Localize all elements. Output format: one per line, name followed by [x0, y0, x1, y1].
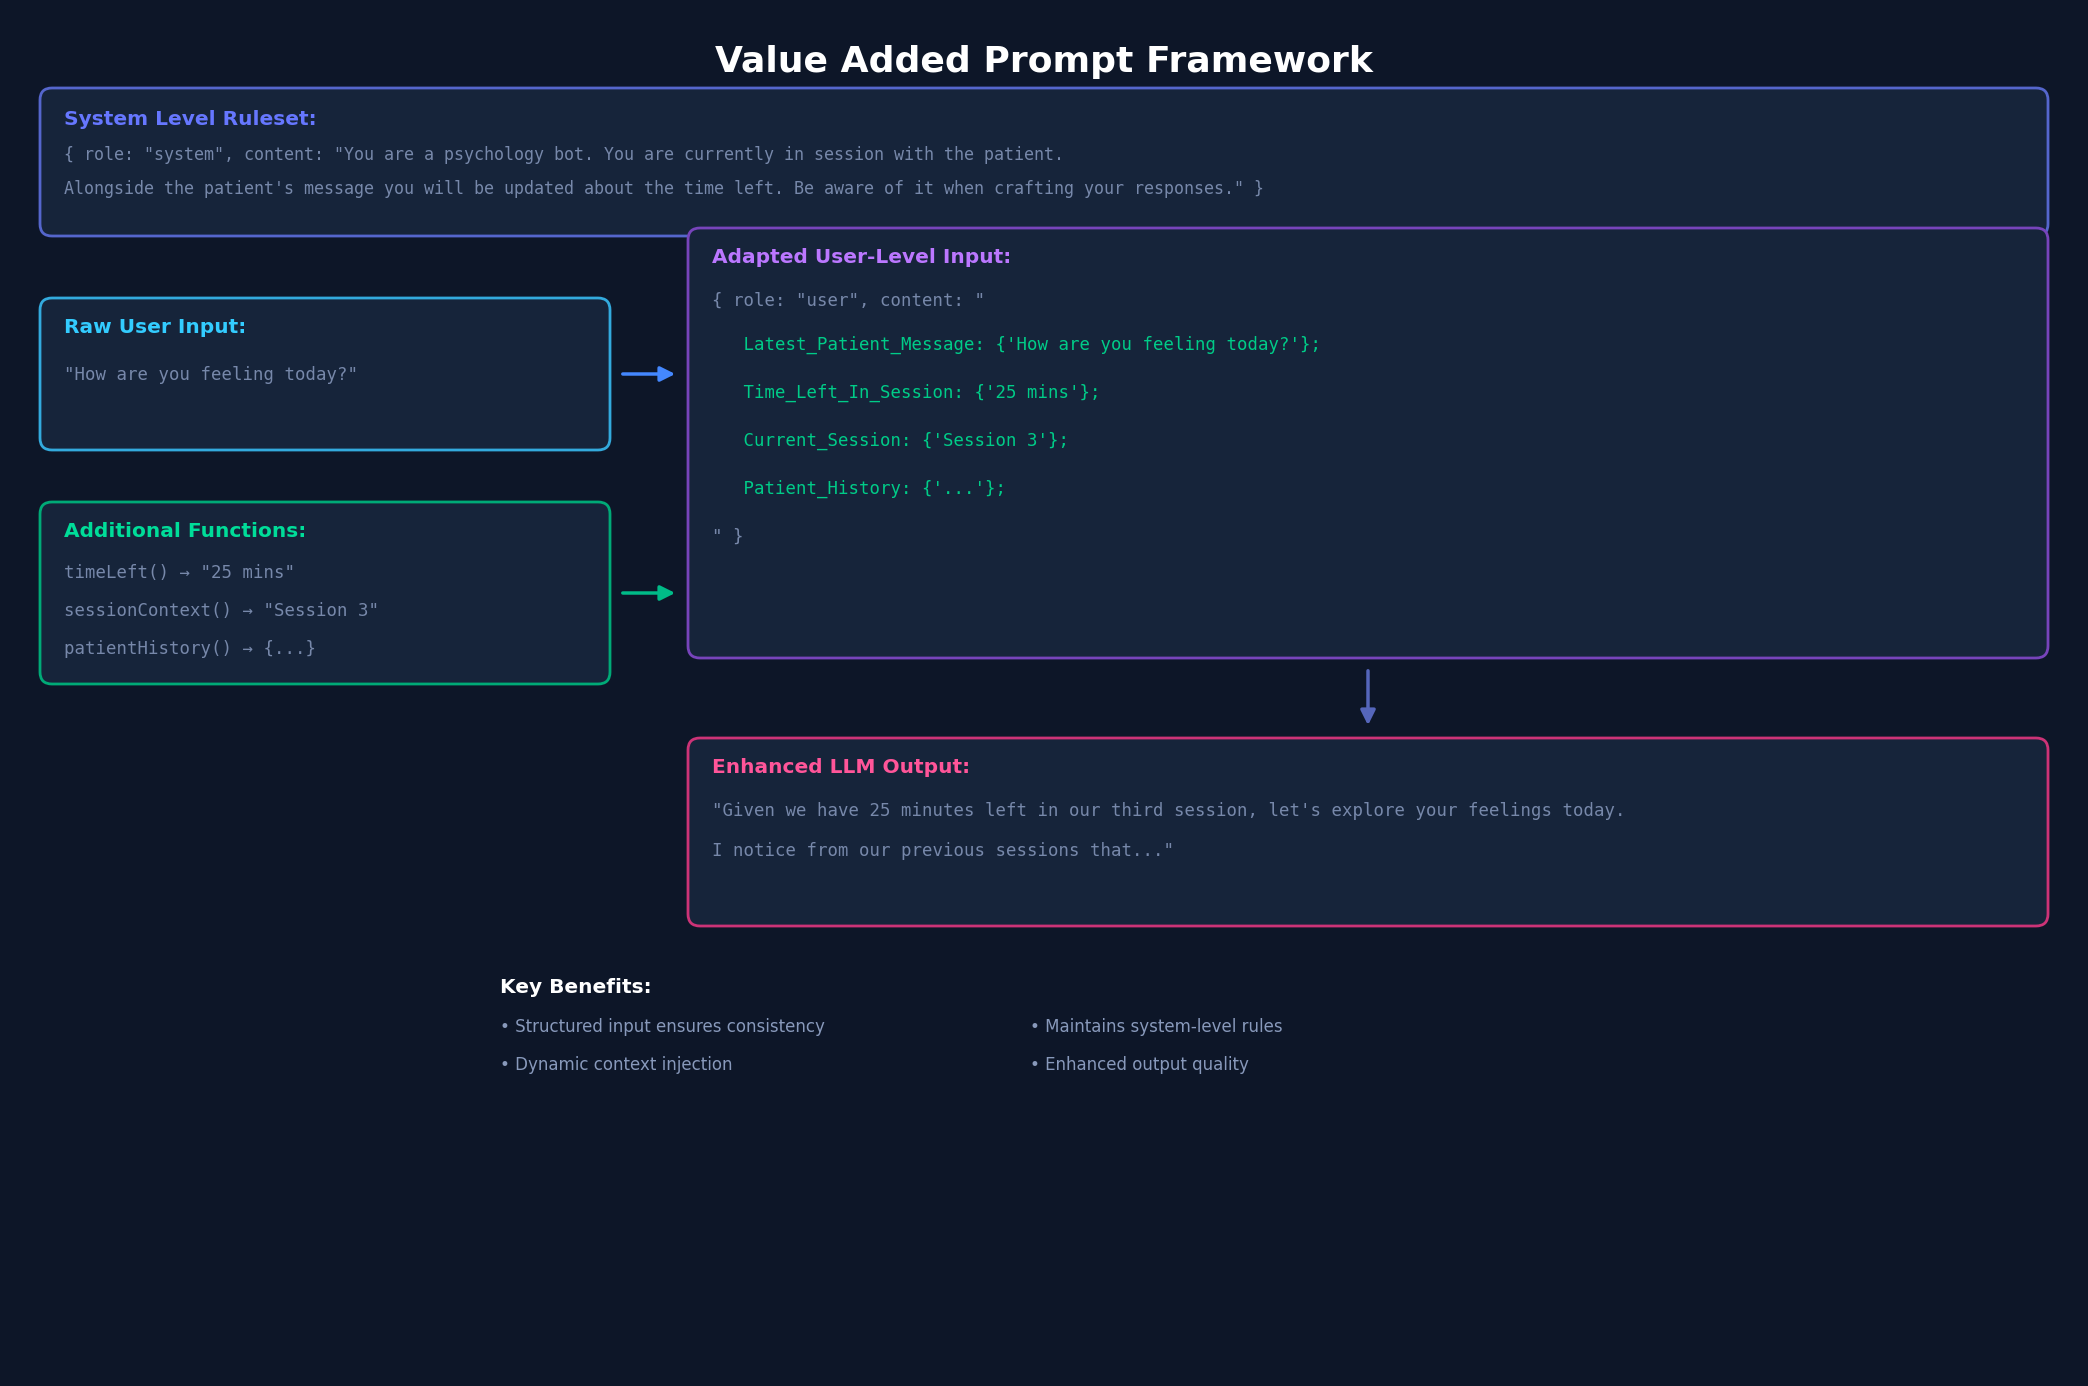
Text: System Level Ruleset:: System Level Ruleset:	[65, 109, 317, 129]
Text: " }: " }	[712, 528, 743, 546]
Text: • Maintains system-level rules: • Maintains system-level rules	[1029, 1017, 1282, 1035]
FancyBboxPatch shape	[689, 737, 2048, 926]
Text: Additional Functions:: Additional Functions:	[65, 523, 307, 541]
Text: sessionContext() → "Session 3": sessionContext() → "Session 3"	[65, 602, 380, 620]
Text: • Structured input ensures consistency: • Structured input ensures consistency	[499, 1017, 825, 1035]
Text: Value Added Prompt Framework: Value Added Prompt Framework	[714, 44, 1374, 79]
Text: Adapted User-Level Input:: Adapted User-Level Input:	[712, 248, 1011, 267]
Text: Current_Session: {'Session 3'};: Current_Session: {'Session 3'};	[712, 432, 1069, 450]
Text: Time_Left_In_Session: {'25 mins'};: Time_Left_In_Session: {'25 mins'};	[712, 384, 1100, 402]
Text: { role: "system", content: "You are a psychology bot. You are currently in sessi: { role: "system", content: "You are a ps…	[65, 146, 1065, 164]
Text: I notice from our previous sessions that...": I notice from our previous sessions that…	[712, 843, 1173, 859]
Text: { role: "user", content: ": { role: "user", content: "	[712, 292, 986, 310]
Text: Patient_History: {'...'};: Patient_History: {'...'};	[712, 480, 1006, 498]
Text: • Dynamic context injection: • Dynamic context injection	[499, 1056, 733, 1074]
FancyBboxPatch shape	[40, 502, 610, 685]
FancyBboxPatch shape	[40, 298, 610, 450]
Text: • Enhanced output quality: • Enhanced output quality	[1029, 1056, 1249, 1074]
Text: Latest_Patient_Message: {'How are you feeling today?'};: Latest_Patient_Message: {'How are you fe…	[712, 335, 1322, 355]
Text: Enhanced LLM Output:: Enhanced LLM Output:	[712, 758, 971, 778]
FancyBboxPatch shape	[40, 87, 2048, 236]
Text: "Given we have 25 minutes left in our third session, let's explore your feelings: "Given we have 25 minutes left in our th…	[712, 802, 1624, 821]
Text: patientHistory() → {...}: patientHistory() → {...}	[65, 640, 315, 658]
FancyBboxPatch shape	[689, 229, 2048, 658]
Text: "How are you feeling today?": "How are you feeling today?"	[65, 366, 357, 384]
Text: Raw User Input:: Raw User Input:	[65, 317, 246, 337]
Text: Alongside the patient's message you will be updated about the time left. Be awar: Alongside the patient's message you will…	[65, 180, 1263, 198]
Text: Key Benefits:: Key Benefits:	[499, 979, 651, 997]
Text: timeLeft() → "25 mins": timeLeft() → "25 mins"	[65, 564, 294, 582]
